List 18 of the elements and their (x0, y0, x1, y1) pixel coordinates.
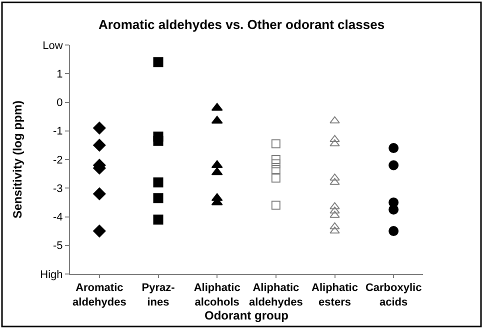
y-tick-label: -3 (53, 182, 63, 195)
y-tick-label: Low (42, 40, 63, 52)
y-tick-label: -4 (53, 212, 63, 224)
x-tick-label: Aliphatic aldehydes (249, 282, 303, 308)
y-tick-label: 1 (56, 68, 63, 80)
y-axis-title: Sensitivity (log ppm) (10, 100, 24, 219)
y-tick-label: High (40, 268, 63, 281)
chart-title: Aromatic aldehydes vs. Other odorant classes (98, 16, 385, 32)
x-tick-label: Aromatic aldehydes (72, 282, 126, 308)
x-axis-title: Odorant group (204, 308, 288, 322)
x-tick-label: Aliphatic alcohols (194, 282, 240, 308)
x-tick-label: Aliphatic esters (312, 282, 358, 308)
y-tick-label: 0 (56, 97, 63, 110)
y-tick-label: -1 (53, 126, 63, 138)
y-tick-label: -2 (53, 154, 63, 166)
x-tick-label: Pyraz- ines (142, 282, 176, 308)
x-tick-label: Carboxylic acids (365, 282, 422, 308)
y-tick-label: -5 (53, 240, 63, 252)
